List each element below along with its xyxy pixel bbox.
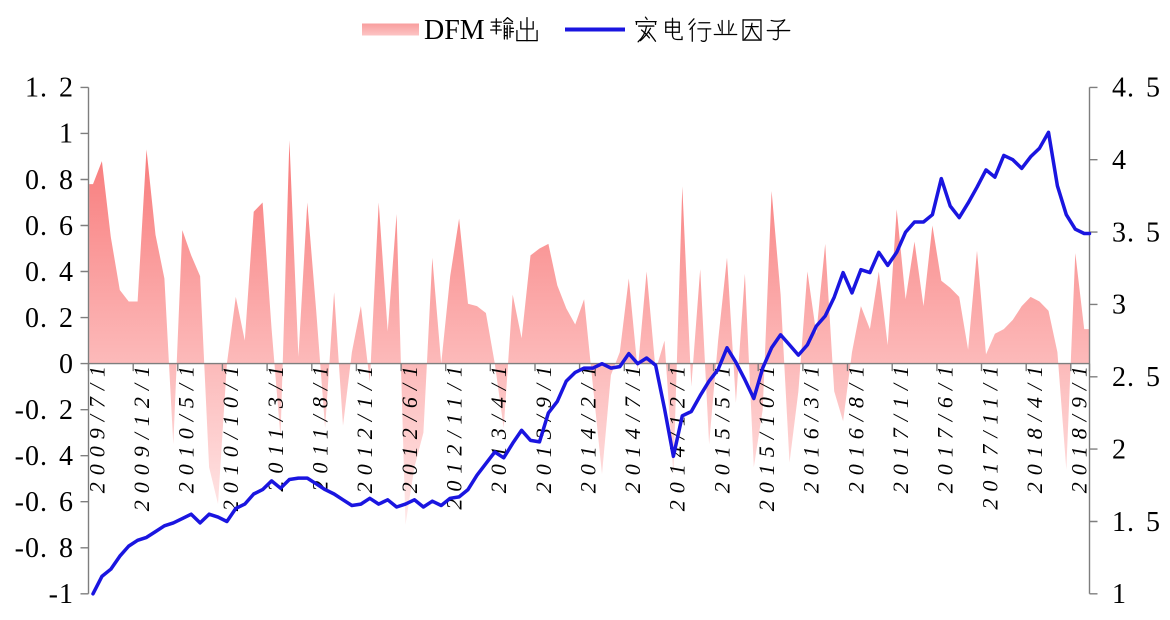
svg-text:0: 0 bbox=[59, 349, 74, 380]
svg-text:-0.6: -0. 6 bbox=[15, 487, 74, 518]
svg-text:3: 3 bbox=[1112, 290, 1127, 321]
svg-text:DFM: DFM bbox=[424, 15, 485, 46]
svg-text:-1: -1 bbox=[49, 579, 74, 610]
svg-text:-0.2: -0. 2 bbox=[15, 395, 74, 426]
svg-text:-0.4: -0. 4 bbox=[15, 441, 74, 472]
svg-text:2016/8/1: 2016/8/1 bbox=[843, 359, 868, 493]
svg-text:2017/11/1: 2017/11/1 bbox=[977, 359, 1002, 510]
svg-text:2: 2 bbox=[1112, 434, 1127, 465]
svg-text:2010/5/1: 2010/5/1 bbox=[174, 359, 199, 493]
svg-text:2018/4/1: 2018/4/1 bbox=[1022, 359, 1047, 493]
svg-text:2012/1/1: 2012/1/1 bbox=[352, 359, 377, 493]
svg-text:2011/3/1: 2011/3/1 bbox=[263, 359, 288, 492]
svg-text:2016/3/1: 2016/3/1 bbox=[799, 359, 824, 493]
svg-text:1: 1 bbox=[1112, 579, 1127, 610]
svg-text:2017/6/1: 2017/6/1 bbox=[933, 359, 958, 493]
svg-text:2009/7/1: 2009/7/1 bbox=[84, 359, 109, 493]
svg-text:2015/5/1: 2015/5/1 bbox=[709, 359, 734, 493]
svg-text:-0.8: -0. 8 bbox=[15, 533, 74, 564]
svg-text:2018/9/1: 2018/9/1 bbox=[1067, 359, 1092, 493]
svg-text:4: 4 bbox=[1112, 145, 1127, 176]
svg-text:2012/11/1: 2012/11/1 bbox=[442, 359, 467, 510]
svg-text:2014/7/1: 2014/7/1 bbox=[620, 359, 645, 493]
svg-text:2014/2/1: 2014/2/1 bbox=[575, 359, 600, 493]
svg-text:2012/6/1: 2012/6/1 bbox=[397, 359, 422, 493]
svg-text:2013/4/1: 2013/4/1 bbox=[486, 359, 511, 493]
svg-text:2011/8/1: 2011/8/1 bbox=[308, 359, 333, 492]
svg-text:1: 1 bbox=[59, 119, 74, 150]
svg-text:2009/12/1: 2009/12/1 bbox=[129, 359, 154, 511]
svg-text:2017/1/1: 2017/1/1 bbox=[888, 359, 913, 493]
svg-text:2010/10/1: 2010/10/1 bbox=[218, 359, 243, 511]
